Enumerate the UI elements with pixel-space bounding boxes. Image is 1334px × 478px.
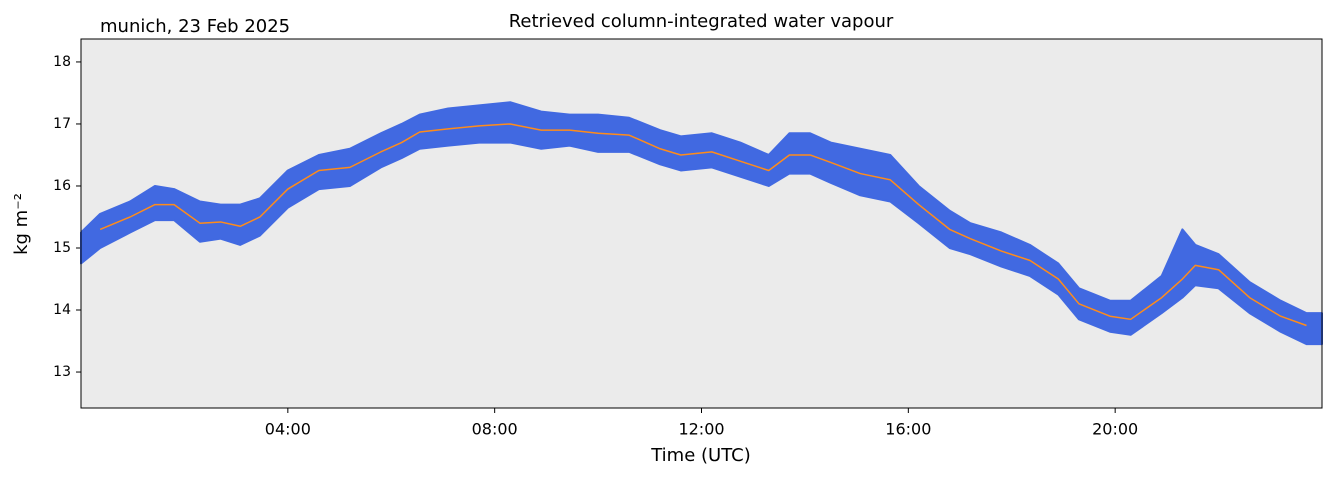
x-tick-label: 16:00 [885, 420, 931, 439]
y-tick-label: 16 [53, 178, 71, 194]
y-tick-label: 13 [53, 364, 71, 380]
plot-area [81, 39, 1322, 408]
chart-subtitle: munich, 23 Feb 2025 [100, 16, 290, 37]
series-line [99, 123, 1307, 327]
chart-title: Retrieved column-integrated water vapour [509, 11, 894, 32]
y-axis-label: kg m⁻² [11, 193, 32, 255]
x-tick-label: 12:00 [678, 420, 724, 439]
y-tick-label: 15 [53, 240, 71, 256]
y-tick-label: 18 [53, 54, 71, 70]
x-axis-label: Time (UTC) [650, 445, 751, 466]
x-tick-label: 20:00 [1092, 420, 1138, 439]
x-tick-label: 04:00 [265, 420, 311, 439]
y-tick-label: 14 [53, 302, 71, 318]
x-tick-label: 08:00 [472, 420, 518, 439]
plot-frame [80, 38, 1323, 409]
y-tick-label: 17 [53, 116, 71, 132]
